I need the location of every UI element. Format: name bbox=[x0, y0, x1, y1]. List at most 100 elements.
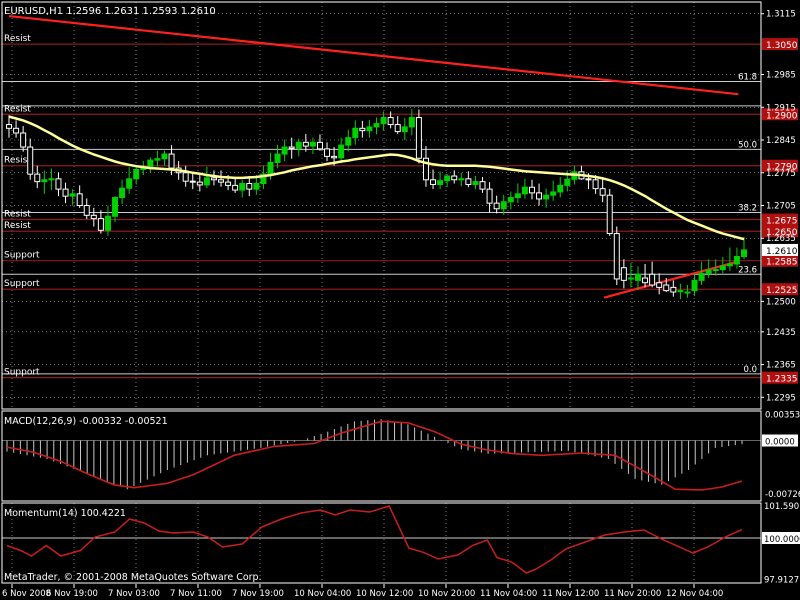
candle-body bbox=[112, 197, 119, 217]
candle-body bbox=[627, 277, 634, 280]
candle-body bbox=[182, 172, 189, 182]
y-tick-label: 1.2985 bbox=[766, 71, 796, 81]
x-tick-label: 10 Nov 04:00 bbox=[294, 589, 351, 599]
candle-body bbox=[380, 117, 387, 125]
candle-body bbox=[677, 290, 684, 293]
candle-body bbox=[528, 186, 535, 194]
candle bbox=[627, 263, 634, 288]
x-tick-label: 7 Nov 19:00 bbox=[232, 589, 284, 599]
price-pane[interactable]: 61.8 50.0 38.2 23.6 0.0 Resist 1.3050 Resist 1.2… bbox=[2, 2, 798, 409]
price-tag-value: 1.3050 bbox=[766, 41, 798, 51]
level-label: Resist bbox=[4, 156, 31, 166]
candle bbox=[34, 165, 41, 189]
candle-body bbox=[76, 193, 83, 206]
candle bbox=[147, 157, 154, 173]
candle-body bbox=[316, 141, 323, 150]
candle-body bbox=[620, 267, 627, 281]
candle bbox=[90, 207, 97, 227]
candle bbox=[557, 176, 564, 198]
candle-body bbox=[373, 123, 380, 128]
candle bbox=[733, 247, 740, 269]
candle bbox=[232, 177, 239, 193]
candle-body bbox=[295, 141, 302, 149]
candle-body bbox=[387, 117, 394, 126]
candle-body bbox=[6, 124, 12, 129]
price-tag bbox=[762, 225, 798, 238]
candle bbox=[203, 166, 210, 189]
candle-body bbox=[168, 153, 175, 169]
candle bbox=[380, 111, 387, 131]
candle bbox=[507, 191, 514, 210]
candle-body bbox=[62, 188, 69, 197]
candle-body bbox=[698, 272, 705, 281]
y-tick-label: 1.2635 bbox=[766, 234, 796, 244]
moving-average-line bbox=[8, 115, 745, 241]
candle-body bbox=[126, 178, 133, 189]
x-tick-label: 6 Nov 19:00 bbox=[46, 589, 98, 599]
candle bbox=[741, 236, 747, 260]
candle bbox=[260, 165, 267, 190]
candle bbox=[352, 120, 359, 145]
candle-body bbox=[232, 184, 239, 191]
candle-body bbox=[133, 168, 140, 180]
macd-signal-line bbox=[6, 420, 743, 491]
candle-body bbox=[345, 137, 352, 146]
candle bbox=[366, 119, 373, 138]
candle-body bbox=[543, 194, 550, 200]
price-tag-value: 1.2525 bbox=[766, 286, 798, 296]
candle bbox=[719, 256, 726, 274]
candle bbox=[55, 172, 62, 197]
candle-body bbox=[161, 153, 168, 160]
candle bbox=[684, 285, 691, 298]
x-tick-label: 11 Nov 20:00 bbox=[604, 589, 661, 599]
candle bbox=[500, 194, 507, 215]
candle-body bbox=[225, 181, 232, 186]
candle-body bbox=[507, 197, 514, 203]
fib-label: 50.0 bbox=[738, 140, 757, 150]
candle-body bbox=[613, 233, 620, 280]
candle bbox=[642, 263, 649, 288]
level-label: Resist bbox=[4, 104, 31, 114]
level-label: Support bbox=[4, 368, 40, 378]
candle-body bbox=[210, 177, 217, 181]
candle bbox=[408, 109, 415, 136]
candle-body bbox=[48, 178, 55, 181]
candle-body bbox=[430, 179, 437, 185]
candle-body bbox=[394, 124, 401, 133]
candle bbox=[712, 259, 719, 276]
candle bbox=[698, 261, 705, 286]
candle-body bbox=[338, 144, 345, 159]
candle bbox=[119, 179, 126, 205]
price-tag-value: 1.2790 bbox=[766, 163, 798, 173]
x-tick-label: 7 Nov 11:00 bbox=[170, 589, 222, 599]
macd-pane[interactable]: 0.00353 0.0000 -0.00726 bbox=[2, 410, 800, 500]
candle-body bbox=[705, 269, 712, 274]
candle-body bbox=[196, 181, 203, 186]
candle-body bbox=[203, 177, 210, 186]
x-tick-label: 12 Nov 04:00 bbox=[666, 589, 723, 599]
candle bbox=[620, 259, 627, 289]
level-label: Resist bbox=[4, 34, 31, 44]
fib-label: 23.6 bbox=[738, 265, 757, 275]
candle bbox=[6, 115, 12, 138]
candle-body bbox=[97, 218, 104, 231]
candle bbox=[133, 165, 140, 185]
candle bbox=[705, 259, 712, 279]
y-tick-label: 1.2435 bbox=[766, 328, 796, 338]
candle-body bbox=[557, 184, 564, 193]
price-chart-title: EURUSD,H1 1.2596 1.2631 1.2593 1.2610 bbox=[4, 6, 216, 17]
candle bbox=[246, 176, 253, 197]
candle bbox=[394, 116, 401, 134]
candle-body bbox=[119, 187, 126, 199]
candle bbox=[104, 205, 111, 236]
candle bbox=[726, 247, 733, 271]
candle bbox=[154, 150, 161, 167]
candle bbox=[218, 170, 225, 187]
current-price-value: 1.2610 bbox=[766, 247, 798, 257]
candle-body bbox=[260, 173, 267, 185]
candle-body bbox=[288, 146, 295, 149]
candle bbox=[670, 280, 677, 297]
candle bbox=[550, 180, 557, 201]
